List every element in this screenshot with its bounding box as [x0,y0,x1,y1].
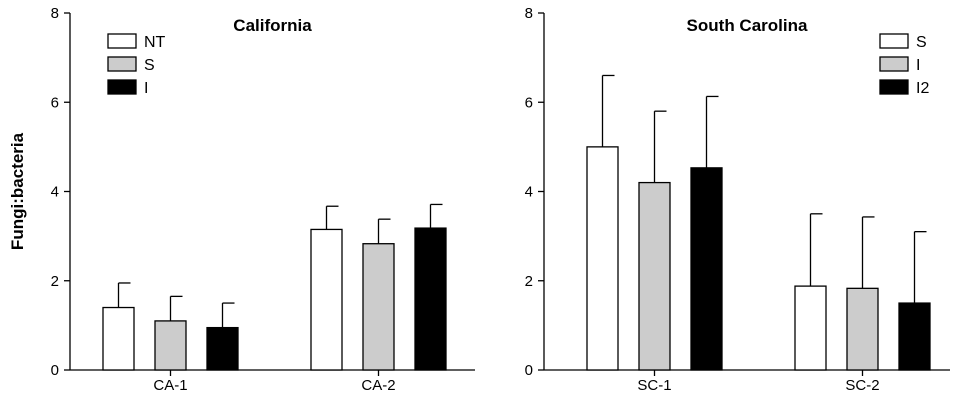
bar-1-0-1 [638,181,671,371]
y-tick-label-0-1: 2 [51,273,59,290]
y-tick-label-0-2: 4 [51,184,59,201]
bar-1-0-2 [690,167,723,371]
bar-1-1-1 [846,287,879,371]
legend-label-1-1: I [916,57,920,74]
bar-1-0-0 [586,146,619,371]
x-tick-label-1-0: SC-1 [637,377,671,394]
y-tick-label-0-3: 6 [51,94,59,111]
bar-0-0-2 [206,326,239,371]
legend-swatch-1-1 [879,56,909,72]
legend-label-1-0: S [916,34,927,51]
bar-0-0-1 [154,320,187,371]
bar-1-1-2 [898,302,931,371]
y-tick-label-0-4: 8 [51,5,59,22]
legend-swatch-0-2 [107,79,137,95]
bar-0-0-0 [102,306,135,371]
legend-swatch-1-2 [879,79,909,95]
legend-swatch-1-0 [879,33,909,49]
y-tick-label-1-3: 6 [525,94,533,111]
y-tick-label-1-2: 4 [525,184,533,201]
x-tick-label-0-1: CA-2 [361,377,395,394]
bar-1-1-0 [794,285,827,371]
legend-label-1-2: I2 [916,80,929,97]
x-tick-label-0-0: CA-1 [153,377,187,394]
chart-title-0: California [233,16,312,35]
legend-label-0-1: S [144,57,155,74]
bar-0-1-2 [414,227,447,371]
y-tick-label-1-0: 0 [525,362,533,379]
legend-swatch-0-1 [107,56,137,72]
legend-label-0-2: I [144,80,148,97]
chart-title-1: South Carolina [687,16,808,35]
y-tick-label-1-1: 2 [525,273,533,290]
legend-swatch-0-0 [107,33,137,49]
bar-0-1-0 [310,228,343,371]
y-tick-label-0-0: 0 [51,362,59,379]
y-tick-label-1-4: 8 [525,5,533,22]
y-axis-label-0: Fungi:bacteria [8,132,27,250]
x-tick-label-1-1: SC-2 [845,377,879,394]
bar-0-1-1 [362,243,395,371]
legend-label-0-0: NT [144,34,166,51]
